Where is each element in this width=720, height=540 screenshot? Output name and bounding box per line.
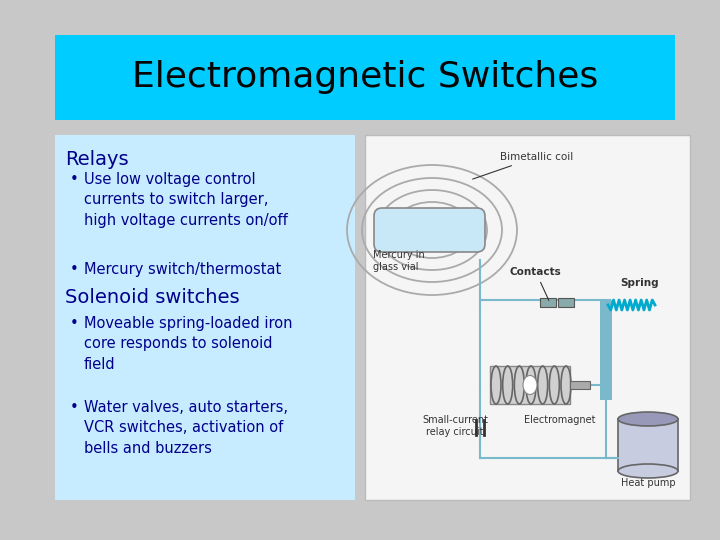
Bar [558, 298, 574, 307]
Bar [600, 300, 612, 400]
Text: Electromagnetic Switches: Electromagnetic Switches [132, 60, 598, 94]
Text: •: • [70, 400, 78, 415]
Bar [490, 366, 570, 404]
Ellipse shape [618, 412, 678, 426]
Text: •: • [70, 262, 78, 277]
FancyBboxPatch shape [55, 35, 675, 120]
Text: Solenoid switches: Solenoid switches [65, 288, 240, 307]
Text: •: • [70, 172, 78, 187]
FancyBboxPatch shape [374, 208, 485, 252]
Ellipse shape [618, 464, 678, 478]
Text: Relays: Relays [65, 150, 129, 169]
Text: Bimetallic coil: Bimetallic coil [472, 152, 573, 179]
Text: Heat pump: Heat pump [621, 478, 675, 488]
Text: Use low voltage control
currents to switch larger,
high voltage currents on/off: Use low voltage control currents to swit… [84, 172, 288, 228]
Ellipse shape [523, 375, 537, 395]
Text: Moveable spring-loaded iron
core responds to solenoid
field: Moveable spring-loaded iron core respond… [84, 316, 292, 372]
Text: Mercury in
glass vial: Mercury in glass vial [373, 250, 425, 272]
Text: •: • [70, 316, 78, 331]
Text: Mercury switch/thermostat: Mercury switch/thermostat [84, 262, 282, 277]
FancyBboxPatch shape [365, 135, 690, 500]
Text: Water valves, auto starters,
VCR switches, activation of
bells and buzzers: Water valves, auto starters, VCR switche… [84, 400, 288, 456]
Bar [618, 419, 678, 471]
Text: Contacts: Contacts [510, 267, 562, 300]
Text: Spring: Spring [620, 278, 659, 288]
Text: Electromagnet: Electromagnet [524, 415, 595, 425]
Text: Small-current
relay circuit: Small-current relay circuit [422, 415, 488, 437]
FancyBboxPatch shape [55, 135, 355, 500]
Bar [540, 298, 556, 307]
Bar [570, 381, 590, 389]
